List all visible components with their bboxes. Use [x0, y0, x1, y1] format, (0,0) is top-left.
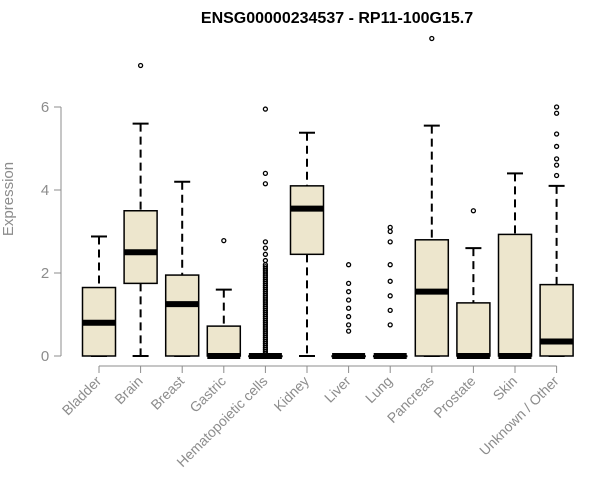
x-tick-label: Brain — [111, 373, 145, 407]
box-plot-kidney — [289, 131, 325, 357]
outlier-point — [137, 62, 144, 69]
box — [206, 325, 242, 357]
box — [123, 210, 158, 285]
outlier-point — [387, 322, 393, 328]
box-plot-unknown-other — [539, 104, 574, 357]
x-tick-label: Lung — [362, 373, 395, 406]
box — [539, 283, 574, 357]
outlier-point — [553, 172, 560, 179]
outlier-point — [345, 305, 352, 311]
y-axis: 0 2 4 6 — [41, 99, 62, 365]
outlier-point — [345, 313, 352, 320]
chart-title: ENSG00000234537 - RP11-100G15.7 — [201, 10, 473, 27]
box — [497, 233, 533, 357]
outlier-point — [262, 251, 269, 257]
box — [456, 302, 491, 357]
y-tick-label: 6 — [41, 99, 49, 116]
outlier-point — [553, 131, 560, 137]
outlier-point — [387, 228, 393, 235]
box-plot-bladder — [81, 235, 117, 357]
outlier-point — [262, 181, 269, 187]
outlier-point — [429, 35, 435, 42]
y-tick-label: 2 — [41, 265, 49, 282]
outlier-point — [345, 262, 352, 268]
outlier-point — [345, 328, 352, 334]
box-plot-brain — [123, 62, 158, 357]
outlier-point — [553, 156, 560, 162]
y-axis-label: Expression — [0, 162, 17, 236]
outlier-point — [345, 322, 352, 328]
outlier-point — [221, 237, 227, 244]
outlier-point — [262, 264, 269, 270]
outlier-point — [262, 257, 269, 264]
x-tick-label: Kidney — [271, 373, 313, 415]
box-plot-hematopoietic-cells — [248, 106, 283, 359]
box-plot-skin — [497, 172, 533, 359]
outlier-point — [387, 278, 393, 284]
outlier-point — [262, 239, 269, 245]
box — [289, 185, 325, 256]
y-tick-label: 4 — [41, 182, 49, 199]
x-tick-label: Liver — [321, 373, 354, 406]
x-tick-label: Breast — [147, 373, 187, 413]
box-plot-pancreas — [414, 35, 450, 357]
outlier-point — [470, 208, 477, 214]
outlier-point — [262, 106, 269, 112]
box-plots — [81, 35, 574, 359]
outlier-point — [387, 224, 393, 231]
box — [414, 239, 450, 357]
outlier-point — [345, 297, 352, 303]
outlier-point — [262, 245, 269, 251]
outlier-point — [262, 170, 269, 177]
outlier-point — [387, 293, 393, 299]
outlier-point — [387, 239, 393, 245]
box — [164, 274, 200, 357]
outlier-point — [553, 162, 560, 168]
y-tick-label: 0 — [41, 348, 49, 365]
box-plot-lung — [372, 224, 408, 359]
x-tick-label: Unknown / Other — [476, 373, 562, 459]
box-plot-breast — [164, 180, 200, 357]
outlier-point — [553, 104, 560, 110]
box-plot-gastric — [206, 237, 242, 359]
box-plot-liver — [331, 262, 366, 359]
outlier-point — [387, 262, 393, 268]
x-tick-label: Skin — [490, 373, 521, 404]
outlier-point — [387, 307, 393, 314]
x-tick-label: Bladder — [59, 373, 105, 419]
outlier-point — [345, 289, 352, 295]
box-plot-prostate — [456, 208, 491, 359]
outlier-point — [553, 143, 560, 150]
x-tick-label: Prostate — [430, 373, 478, 421]
outlier-point — [553, 110, 560, 116]
outlier-point — [345, 280, 352, 287]
